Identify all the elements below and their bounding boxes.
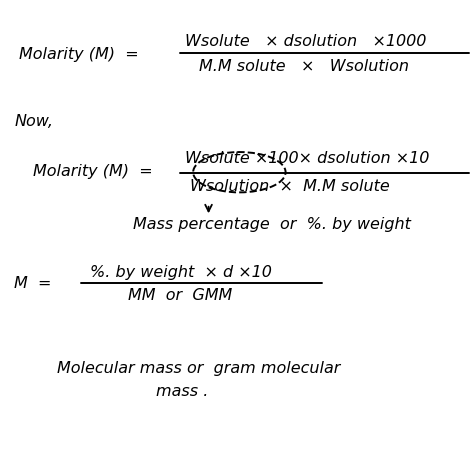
Text: Wsolute   × dsolution   ×1000: Wsolute × dsolution ×1000	[185, 34, 426, 49]
Text: Molarity (M)  =: Molarity (M) =	[33, 164, 153, 179]
Text: Molecular mass or  gram molecular: Molecular mass or gram molecular	[57, 361, 340, 376]
Text: MM  or  GMM: MM or GMM	[128, 288, 232, 303]
Text: Wsolute ×100× dsolution ×10: Wsolute ×100× dsolution ×10	[185, 151, 429, 165]
Text: M  =: M =	[14, 277, 52, 291]
Text: Mass percentage  or  %. by weight: Mass percentage or %. by weight	[133, 217, 410, 232]
Text: %. by weight  × d ×10: %. by weight × d ×10	[90, 265, 272, 280]
Text: mass .: mass .	[156, 384, 209, 399]
Text: Wsolution  ×  M.M solute: Wsolution × M.M solute	[190, 179, 389, 194]
Text: Now,: Now,	[14, 114, 53, 129]
Text: M.M solute   ×   Wsolution: M.M solute × Wsolution	[199, 59, 409, 74]
Text: Molarity (M)  =: Molarity (M) =	[19, 48, 138, 62]
